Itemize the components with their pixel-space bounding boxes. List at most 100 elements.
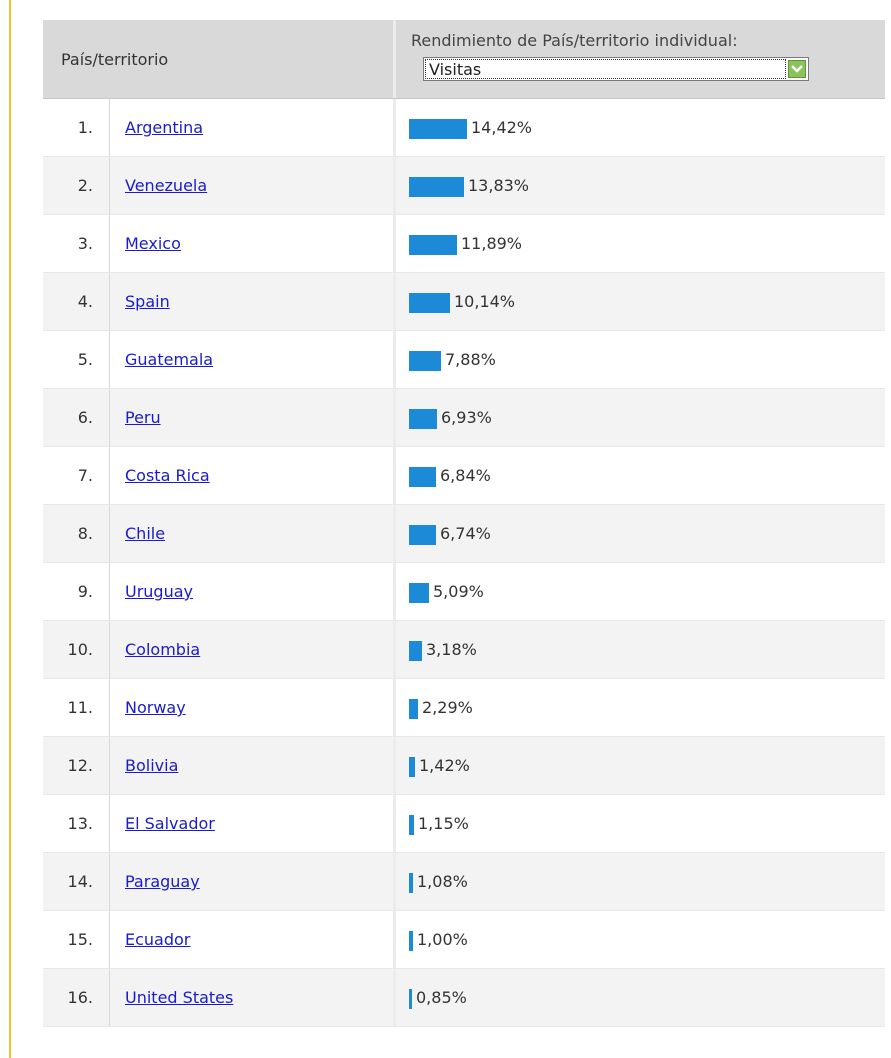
percentage-value: 10,14%: [454, 292, 516, 311]
country-link[interactable]: El Salvador: [125, 814, 215, 833]
percentage-bar: [409, 409, 437, 429]
column-divider: [393, 969, 396, 1027]
header-divider: [393, 20, 396, 98]
country-link[interactable]: Uruguay: [125, 582, 193, 601]
metric-select[interactable]: Visitas: [423, 57, 809, 81]
country-link[interactable]: Spain: [125, 292, 170, 311]
column-divider: [109, 563, 110, 621]
row-separator: [43, 620, 885, 621]
column-divider: [109, 505, 110, 563]
metric-select-value[interactable]: Visitas: [425, 59, 786, 79]
table-header: País/territorio Rendimiento de País/terr…: [43, 20, 885, 99]
table-row: 15. Ecuador 1,00%: [43, 911, 885, 969]
country-link[interactable]: Peru: [125, 408, 161, 427]
row-rank: 8.: [77, 524, 93, 543]
country-link[interactable]: Mexico: [125, 234, 181, 253]
percentage-bar: [409, 931, 413, 951]
table-row: 1. Argentina 14,42%: [43, 99, 885, 157]
column-divider: [393, 331, 396, 389]
percentage-bar: [409, 757, 415, 777]
percentage-bar: [409, 873, 413, 893]
table-row: 14. Paraguay 1,08%: [43, 853, 885, 911]
percentage-value: 6,84%: [440, 466, 491, 485]
column-divider: [393, 737, 396, 795]
row-separator: [43, 910, 885, 911]
column-divider: [109, 795, 110, 853]
performance-label: Rendimiento de País/territorio individua…: [411, 31, 738, 50]
row-rank: 2.: [77, 176, 93, 195]
percentage-bar: [409, 467, 436, 487]
percentage-value: 3,18%: [426, 640, 477, 659]
country-table: País/territorio Rendimiento de País/terr…: [43, 20, 885, 1027]
table-row: 12. Bolivia 1,42%: [43, 737, 885, 795]
column-divider: [109, 447, 110, 505]
row-rank: 16.: [67, 988, 93, 1007]
percentage-bar: [409, 699, 418, 719]
row-rank: 6.: [77, 408, 93, 427]
percentage-bar: [409, 641, 422, 661]
table-row: 8. Chile 6,74%: [43, 505, 885, 563]
performance-column-header: Rendimiento de País/territorio individua…: [396, 20, 885, 98]
percentage-value: 6,74%: [440, 524, 491, 543]
country-column-header[interactable]: País/territorio: [61, 49, 169, 69]
country-link[interactable]: Venezuela: [125, 176, 208, 195]
country-link[interactable]: Bolivia: [125, 756, 179, 775]
percentage-value: 0,85%: [416, 988, 467, 1007]
country-link[interactable]: Chile: [125, 524, 166, 543]
country-link[interactable]: Norway: [125, 698, 186, 717]
table-row: 13. El Salvador 1,15%: [43, 795, 885, 853]
column-divider: [109, 853, 110, 911]
metric-select-button[interactable]: [788, 60, 806, 78]
column-divider: [393, 99, 396, 157]
column-divider: [393, 215, 396, 273]
column-divider: [393, 679, 396, 737]
row-rank: 15.: [67, 930, 93, 949]
percentage-bar: [409, 989, 412, 1009]
country-link[interactable]: Paraguay: [125, 872, 200, 891]
column-divider: [393, 447, 396, 505]
row-separator: [43, 446, 885, 447]
percentage-bar: [409, 119, 467, 139]
table-row: 16. United States 0,85%: [43, 969, 885, 1027]
table-row: 2. Venezuela 13,83%: [43, 157, 885, 215]
percentage-value: 1,42%: [419, 756, 470, 775]
column-divider: [109, 737, 110, 795]
row-rank: 4.: [77, 292, 93, 311]
percentage-bar: [409, 351, 441, 371]
percentage-value: 7,88%: [445, 350, 496, 369]
percentage-value: 1,00%: [417, 930, 468, 949]
column-divider: [109, 215, 110, 273]
column-divider: [393, 911, 396, 969]
row-separator: [43, 156, 885, 157]
row-separator: [43, 794, 885, 795]
percentage-value: 5,09%: [433, 582, 484, 601]
column-divider: [393, 795, 396, 853]
percentage-value: 11,89%: [461, 234, 523, 253]
percentage-bar: [409, 525, 436, 545]
percentage-bar: [409, 583, 429, 603]
column-divider: [393, 273, 396, 331]
column-divider: [393, 157, 396, 215]
table-row: 9. Uruguay 5,09%: [43, 563, 885, 621]
country-link[interactable]: Argentina: [125, 118, 204, 137]
row-rank: 7.: [77, 466, 93, 485]
row-separator: [43, 968, 885, 969]
column-divider: [109, 969, 110, 1027]
country-link[interactable]: Costa Rica: [125, 466, 210, 485]
row-rank: 11.: [67, 698, 93, 717]
column-divider: [109, 389, 110, 447]
country-link[interactable]: Guatemala: [125, 350, 214, 369]
chevron-down-icon: [791, 65, 803, 73]
row-rank: 10.: [67, 640, 93, 659]
country-link[interactable]: United States: [125, 988, 234, 1007]
percentage-value: 14,42%: [471, 118, 533, 137]
row-rank: 9.: [77, 582, 93, 601]
country-link[interactable]: Colombia: [125, 640, 201, 659]
country-link[interactable]: Ecuador: [125, 930, 191, 949]
table-row: 11. Norway 2,29%: [43, 679, 885, 737]
table-row: 6. Peru 6,93%: [43, 389, 885, 447]
table-row: 3. Mexico 11,89%: [43, 215, 885, 273]
percentage-bar: [409, 815, 414, 835]
column-divider: [393, 505, 396, 563]
percentage-value: 2,29%: [422, 698, 473, 717]
